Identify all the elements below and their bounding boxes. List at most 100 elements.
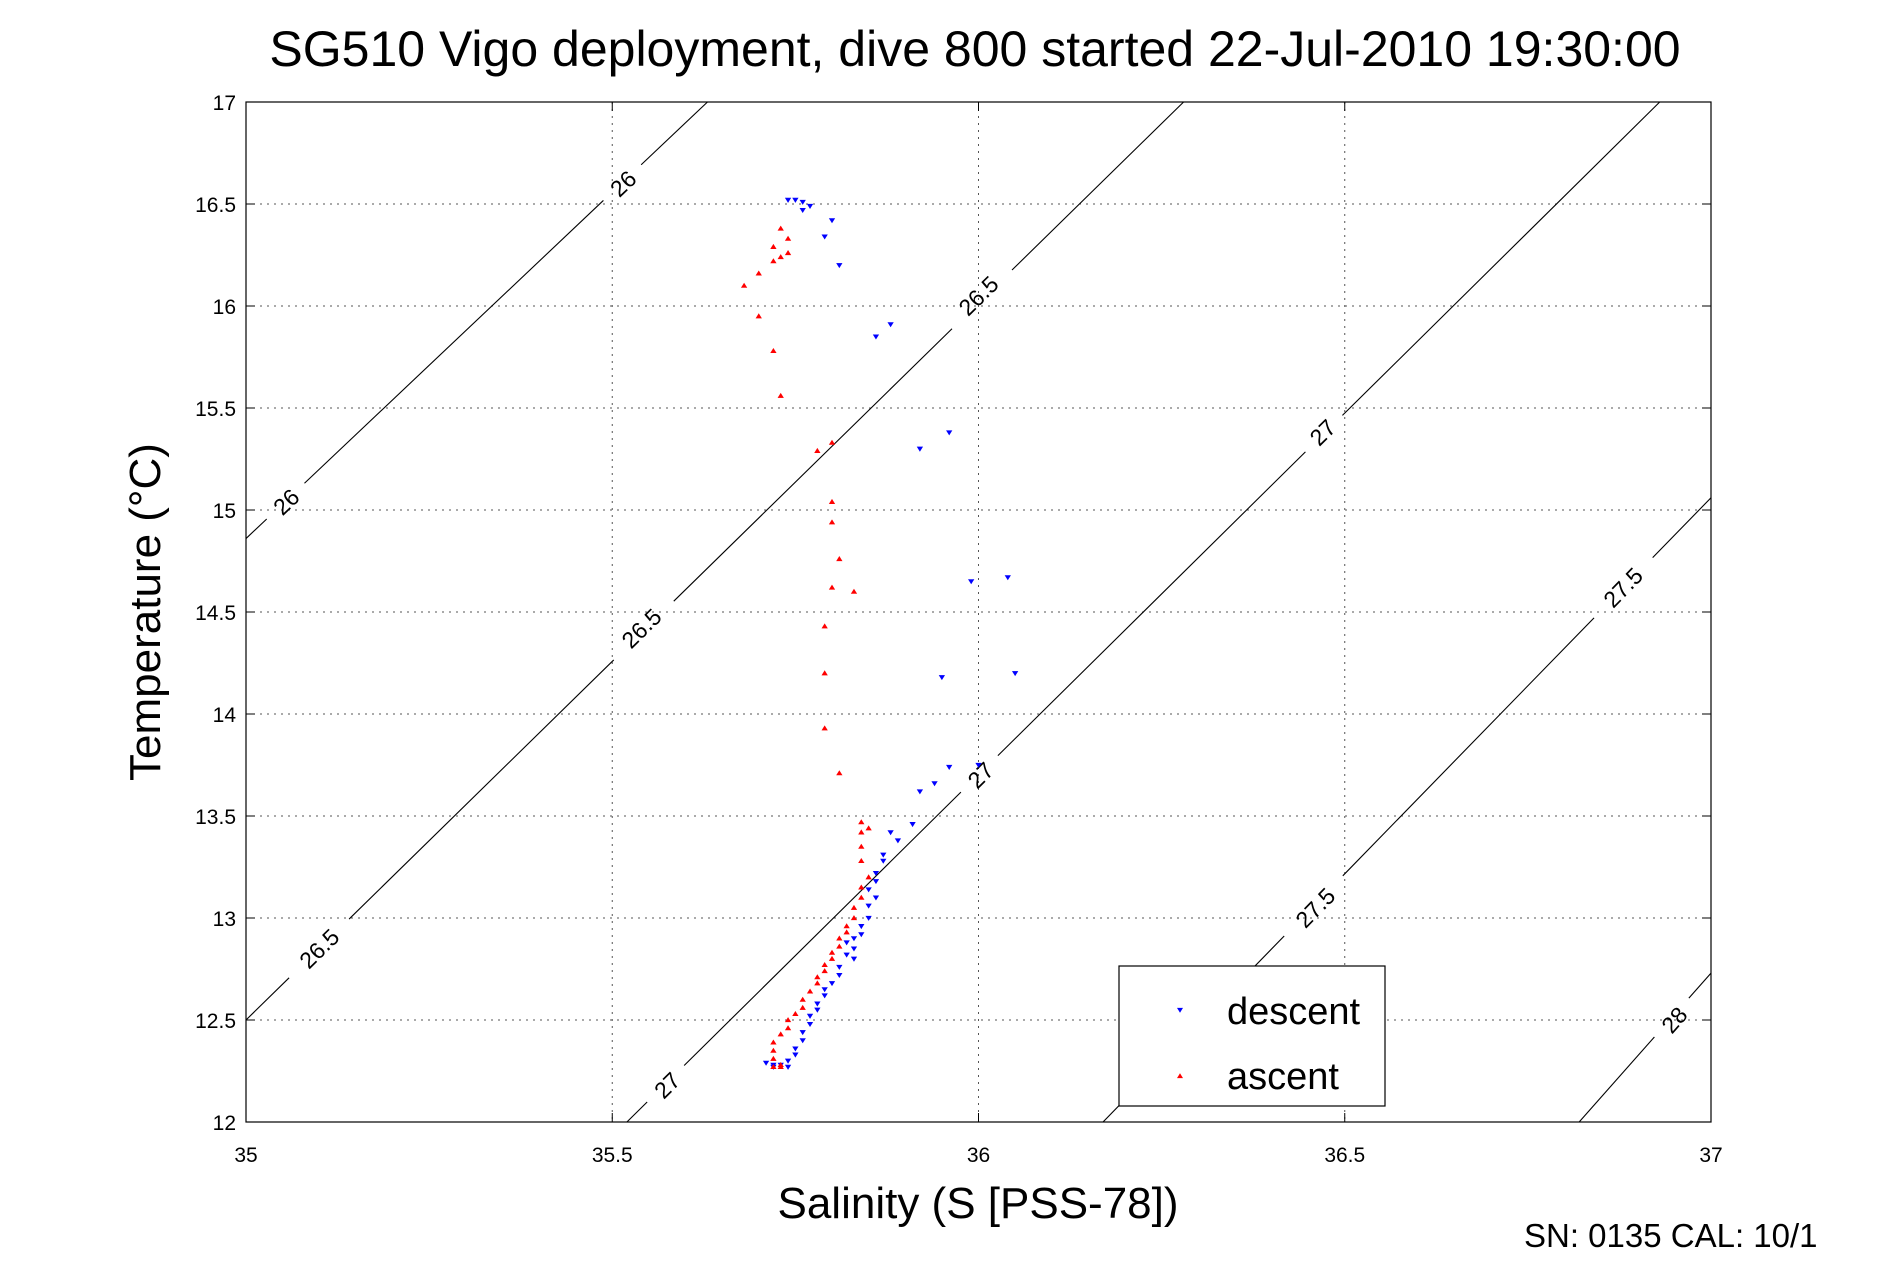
descent-point bbox=[887, 322, 894, 328]
ascent-point bbox=[799, 996, 806, 1002]
descent-point bbox=[872, 870, 880, 877]
y-tick-label: 16.5 bbox=[195, 194, 236, 217]
ascent-point bbox=[828, 439, 836, 445]
isopycnal-line bbox=[626, 1101, 648, 1123]
ascent-point bbox=[770, 243, 777, 249]
descent-point bbox=[909, 822, 916, 828]
ascent-point bbox=[850, 904, 858, 910]
ascent-point bbox=[850, 588, 858, 594]
descent-point bbox=[792, 1046, 799, 1052]
y-tick-label: 14 bbox=[213, 704, 237, 727]
y-tick-label: 12 bbox=[213, 1112, 236, 1135]
descent-point bbox=[799, 208, 806, 214]
descent-point bbox=[850, 946, 858, 952]
ascent-point bbox=[755, 270, 762, 276]
ascent-point bbox=[814, 447, 821, 453]
isopycnal-line bbox=[245, 977, 290, 1021]
descent-point bbox=[894, 838, 902, 844]
isopycnal-line bbox=[1578, 1036, 1655, 1123]
ascent-point bbox=[865, 825, 872, 831]
x-tick-label: 35.5 bbox=[592, 1144, 633, 1167]
ascent-point bbox=[770, 258, 777, 264]
ascent-point bbox=[770, 1055, 777, 1061]
ascent-point bbox=[836, 556, 843, 562]
ascent-point bbox=[850, 915, 858, 921]
y-axis-ticks: 12 12.5 13 13.5 14 14.5 15 15.5 16 16.5 17 bbox=[195, 92, 1711, 1135]
ascent-point bbox=[843, 923, 850, 929]
ascent-point bbox=[821, 725, 828, 731]
data-points bbox=[740, 197, 1019, 1070]
descent-point bbox=[836, 964, 843, 970]
ascent-point bbox=[858, 829, 865, 835]
descent-point bbox=[784, 197, 792, 203]
x-tick-label: 35 bbox=[234, 1144, 257, 1167]
ascent-point bbox=[770, 1064, 777, 1070]
descent-point bbox=[872, 879, 880, 885]
descent-point bbox=[821, 993, 828, 999]
ascent-point bbox=[777, 225, 784, 231]
ascent-point bbox=[858, 819, 865, 825]
descent-point bbox=[814, 1001, 821, 1007]
descent-point bbox=[938, 675, 946, 681]
legend-marker-descent bbox=[1177, 1007, 1183, 1013]
y-tick-label: 13.5 bbox=[195, 806, 236, 829]
ascent-point bbox=[770, 1039, 777, 1045]
ascent-point bbox=[770, 1047, 777, 1053]
descent-point bbox=[850, 956, 858, 962]
ascent-point bbox=[828, 519, 836, 525]
descent-point bbox=[821, 234, 828, 240]
isopycnal-line bbox=[1688, 972, 1712, 999]
x-axis-label: Salinity (S [PSS-78]) bbox=[777, 1179, 1178, 1228]
chart-title: SG510 Vigo deployment, dive 800 started … bbox=[269, 21, 1680, 77]
ascent-point bbox=[777, 1064, 784, 1070]
y-tick-label: 15.5 bbox=[195, 398, 236, 421]
descent-point bbox=[931, 781, 938, 787]
isopycnal-line bbox=[640, 101, 708, 166]
ascent-point bbox=[814, 974, 821, 980]
descent-point bbox=[828, 981, 836, 987]
ascent-point bbox=[858, 894, 865, 900]
descent-point bbox=[850, 936, 858, 942]
grid-lines bbox=[246, 102, 1711, 1122]
ascent-point bbox=[784, 1025, 792, 1031]
serial-calibration-text: SN: 0135 CAL: 10/1 bbox=[1524, 1217, 1818, 1254]
descent-point bbox=[946, 430, 953, 436]
descent-point bbox=[872, 895, 880, 901]
isopycnal-line bbox=[348, 659, 615, 920]
descent-point bbox=[887, 830, 894, 836]
ascent-point bbox=[806, 988, 814, 994]
descent-point bbox=[814, 1007, 821, 1013]
ascent-point bbox=[740, 282, 748, 288]
ascent-point bbox=[836, 935, 843, 941]
ascent-point bbox=[858, 857, 865, 864]
isopycnal-line bbox=[997, 451, 1306, 757]
ascent-point bbox=[821, 670, 828, 676]
descent-point bbox=[799, 199, 806, 205]
ascent-point bbox=[858, 843, 865, 849]
descent-point bbox=[946, 764, 953, 770]
descent-point bbox=[799, 1038, 806, 1044]
ascent-point bbox=[777, 1031, 784, 1037]
isopycnal-line bbox=[1652, 497, 1712, 559]
descent-point bbox=[843, 940, 850, 946]
descent-point bbox=[865, 915, 872, 921]
ascent-point bbox=[814, 980, 821, 986]
y-tick-label: 16 bbox=[213, 296, 236, 319]
legend: descent ascent bbox=[1118, 965, 1386, 1107]
ascent-point bbox=[836, 770, 843, 776]
descent-point bbox=[858, 932, 865, 938]
x-axis-ticks: 35 35.5 36 36.5 37 bbox=[234, 102, 1723, 1167]
descent-point bbox=[836, 263, 843, 269]
isopycnal-line bbox=[304, 200, 604, 484]
ascent-point bbox=[828, 584, 836, 590]
descent-point bbox=[806, 1021, 814, 1027]
ascent-point bbox=[777, 392, 784, 398]
ascent-point bbox=[799, 1004, 806, 1010]
descent-point bbox=[836, 972, 843, 979]
descent-point bbox=[806, 203, 814, 209]
ascent-point bbox=[784, 1017, 792, 1023]
legend-box bbox=[1118, 965, 1386, 1107]
y-tick-label: 13 bbox=[213, 908, 236, 931]
ascent-point bbox=[821, 968, 828, 974]
